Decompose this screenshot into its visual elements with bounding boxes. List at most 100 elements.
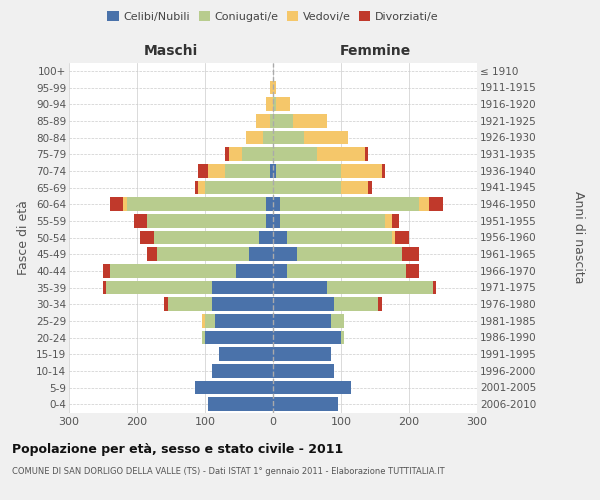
- Bar: [212, 280, 273, 294]
- Bar: [195, 380, 273, 394]
- Bar: [134, 214, 147, 228]
- Bar: [147, 248, 157, 261]
- Bar: [317, 148, 365, 161]
- Bar: [246, 130, 263, 144]
- Bar: [273, 148, 317, 161]
- Bar: [385, 214, 392, 228]
- Bar: [110, 264, 236, 278]
- Bar: [106, 280, 212, 294]
- Bar: [198, 164, 208, 177]
- Bar: [365, 148, 368, 161]
- Bar: [259, 230, 273, 244]
- Bar: [277, 98, 290, 111]
- Bar: [269, 114, 273, 128]
- Bar: [124, 198, 127, 211]
- Bar: [273, 198, 280, 211]
- Bar: [202, 330, 205, 344]
- Bar: [127, 198, 266, 211]
- Bar: [195, 180, 198, 194]
- Text: Maschi: Maschi: [144, 44, 198, 58]
- Bar: [249, 248, 273, 261]
- Bar: [430, 198, 443, 211]
- Bar: [205, 330, 273, 344]
- Bar: [167, 298, 212, 311]
- Bar: [218, 348, 273, 361]
- Bar: [402, 248, 419, 261]
- Bar: [273, 398, 338, 411]
- Bar: [226, 148, 229, 161]
- Bar: [280, 214, 385, 228]
- Bar: [154, 230, 259, 244]
- Bar: [215, 314, 273, 328]
- Bar: [406, 264, 419, 278]
- Bar: [273, 230, 287, 244]
- Bar: [392, 214, 399, 228]
- Bar: [273, 214, 280, 228]
- Bar: [157, 248, 249, 261]
- Bar: [273, 314, 331, 328]
- Legend: Celibi/Nubili, Coniugati/e, Vedovi/e, Divorziati/e: Celibi/Nubili, Coniugati/e, Vedovi/e, Di…: [104, 8, 442, 25]
- Y-axis label: Anni di nascita: Anni di nascita: [572, 191, 585, 284]
- Bar: [379, 298, 382, 311]
- Bar: [273, 280, 328, 294]
- Bar: [287, 230, 392, 244]
- Bar: [103, 264, 110, 278]
- Bar: [287, 264, 406, 278]
- Bar: [236, 264, 273, 278]
- Text: Popolazione per età, sesso e stato civile - 2011: Popolazione per età, sesso e stato civil…: [12, 442, 343, 456]
- Bar: [273, 80, 277, 94]
- Bar: [266, 198, 273, 211]
- Y-axis label: Fasce di età: Fasce di età: [17, 200, 31, 275]
- Text: Femmine: Femmine: [340, 44, 410, 58]
- Bar: [242, 148, 273, 161]
- Bar: [341, 330, 344, 344]
- Bar: [293, 114, 328, 128]
- Bar: [256, 114, 269, 128]
- Bar: [226, 164, 269, 177]
- Bar: [433, 280, 436, 294]
- Bar: [277, 164, 341, 177]
- Bar: [266, 98, 273, 111]
- Bar: [198, 180, 205, 194]
- Bar: [266, 214, 273, 228]
- Bar: [368, 180, 371, 194]
- Bar: [229, 148, 242, 161]
- Bar: [208, 398, 273, 411]
- Bar: [273, 364, 334, 378]
- Bar: [331, 314, 344, 328]
- Bar: [419, 198, 430, 211]
- Bar: [202, 314, 205, 328]
- Bar: [273, 264, 287, 278]
- Bar: [273, 98, 277, 111]
- Bar: [147, 214, 266, 228]
- Bar: [269, 80, 273, 94]
- Bar: [297, 248, 402, 261]
- Bar: [334, 298, 379, 311]
- Bar: [328, 280, 433, 294]
- Bar: [263, 130, 273, 144]
- Bar: [103, 280, 106, 294]
- Bar: [205, 314, 215, 328]
- Bar: [164, 298, 167, 311]
- Bar: [208, 164, 226, 177]
- Bar: [273, 180, 341, 194]
- Bar: [273, 380, 351, 394]
- Bar: [273, 114, 293, 128]
- Bar: [304, 130, 348, 144]
- Bar: [269, 164, 273, 177]
- Bar: [273, 130, 304, 144]
- Bar: [280, 198, 419, 211]
- Bar: [273, 164, 277, 177]
- Bar: [392, 230, 395, 244]
- Bar: [273, 348, 331, 361]
- Bar: [395, 230, 409, 244]
- Bar: [273, 248, 297, 261]
- Bar: [212, 298, 273, 311]
- Bar: [273, 298, 334, 311]
- Bar: [273, 330, 341, 344]
- Bar: [140, 230, 154, 244]
- Bar: [212, 364, 273, 378]
- Bar: [341, 180, 368, 194]
- Bar: [110, 198, 124, 211]
- Bar: [341, 164, 382, 177]
